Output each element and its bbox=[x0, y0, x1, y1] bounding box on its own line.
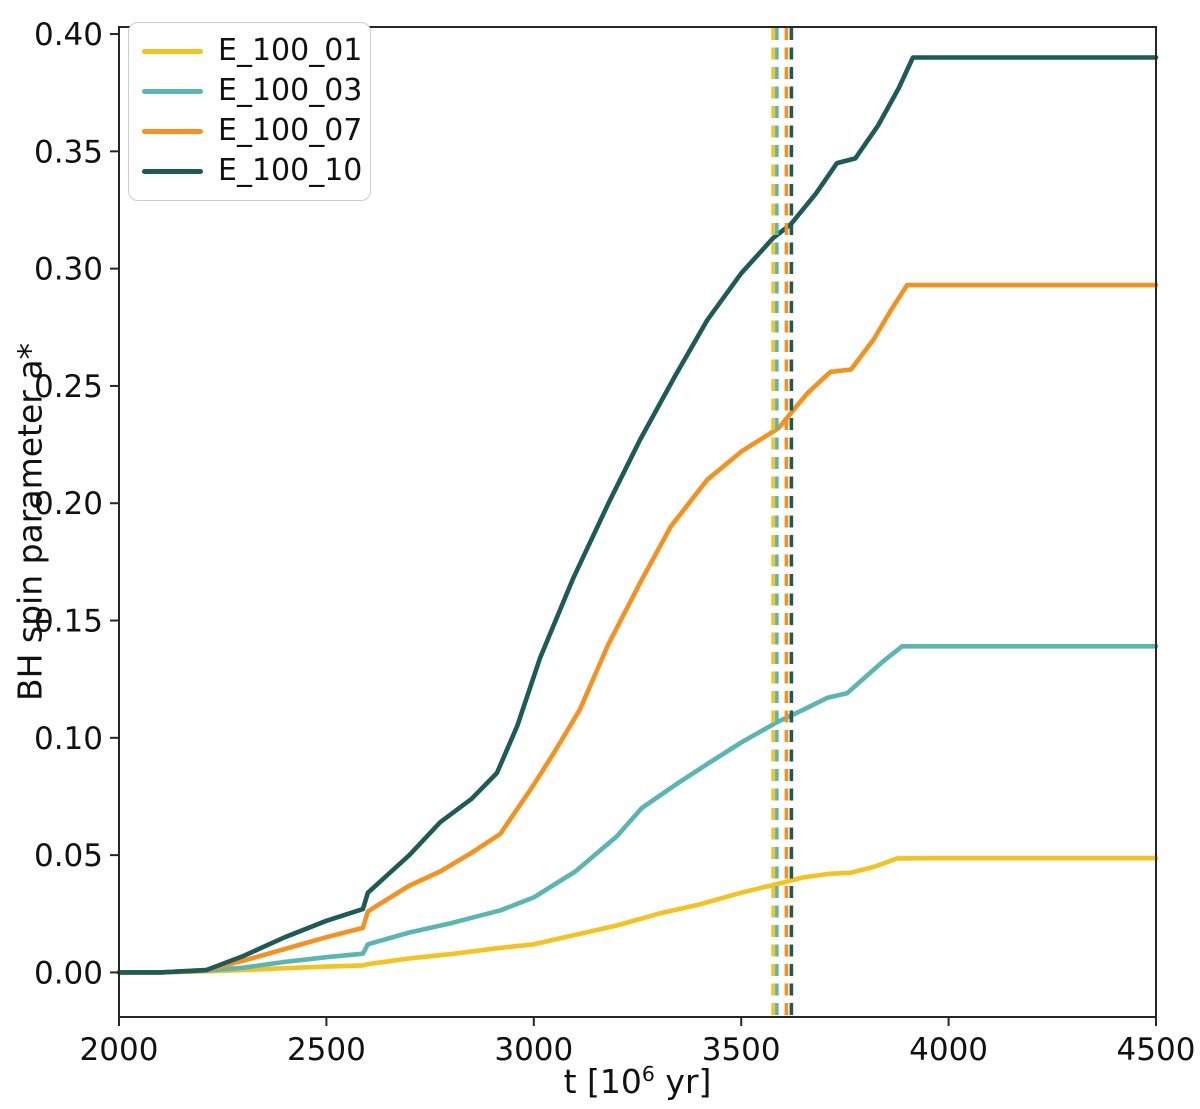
legend-label: E_100_10 bbox=[218, 153, 363, 188]
y-tick-label: 0.10 bbox=[34, 721, 103, 757]
x-tick-label: 2500 bbox=[287, 1032, 366, 1068]
legend-line-swatch bbox=[142, 48, 203, 54]
y-tick-label: 0.20 bbox=[34, 486, 103, 522]
x-tick-label: 2000 bbox=[80, 1032, 159, 1068]
x-axis-label: t [106 yr] bbox=[563, 1062, 712, 1101]
series-line-E_100_07 bbox=[116, 282, 1159, 975]
x-tick-label: 3000 bbox=[494, 1032, 573, 1068]
legend-line-swatch bbox=[142, 168, 203, 174]
x-tick-label: 3500 bbox=[702, 1032, 781, 1068]
y-tick-label: 0.30 bbox=[34, 252, 103, 288]
y-tick-label: 0.05 bbox=[34, 838, 103, 874]
event-vlines bbox=[771, 28, 794, 1016]
x-tick-label: 4500 bbox=[1117, 1032, 1196, 1068]
legend-label: E_100_01 bbox=[218, 33, 363, 68]
y-axis-label: BH spin parameter a* bbox=[10, 342, 50, 702]
series-line-E_100_01 bbox=[116, 855, 1159, 975]
x-tick-label: 4000 bbox=[909, 1032, 988, 1068]
series-line-E_100_10 bbox=[116, 55, 1159, 975]
y-tick-label: 0.25 bbox=[34, 369, 103, 405]
y-tick-label: 0.00 bbox=[34, 955, 103, 991]
legend-line-swatch bbox=[142, 88, 203, 94]
y-tick-label: 0.35 bbox=[34, 134, 103, 170]
legend: E_100_01 E_100_03 E_100_07 E_100_10 bbox=[128, 22, 371, 201]
legend-label: E_100_03 bbox=[218, 73, 363, 108]
series-line-E_100_03 bbox=[116, 644, 1159, 975]
plot-spines bbox=[118, 26, 1157, 1018]
legend-item: E_100_03 bbox=[129, 71, 370, 111]
y-tick-label: 0.40 bbox=[34, 17, 103, 53]
y-axis-ticks: 0.00 0.05 0.10 0.15 0.20 0.25 0.30 0.35 0.40 bbox=[34, 17, 119, 991]
legend-item: E_100_10 bbox=[129, 151, 370, 191]
y-tick-label: 0.15 bbox=[34, 604, 103, 640]
legend-label: E_100_07 bbox=[218, 113, 363, 148]
x-axis-ticks: 2000 2500 3000 3500 4000 4500 bbox=[80, 1017, 1196, 1068]
series-lines bbox=[116, 55, 1159, 975]
legend-item: E_100_07 bbox=[129, 111, 370, 151]
legend-line-swatch bbox=[142, 128, 203, 134]
legend-item: E_100_01 bbox=[129, 31, 370, 71]
